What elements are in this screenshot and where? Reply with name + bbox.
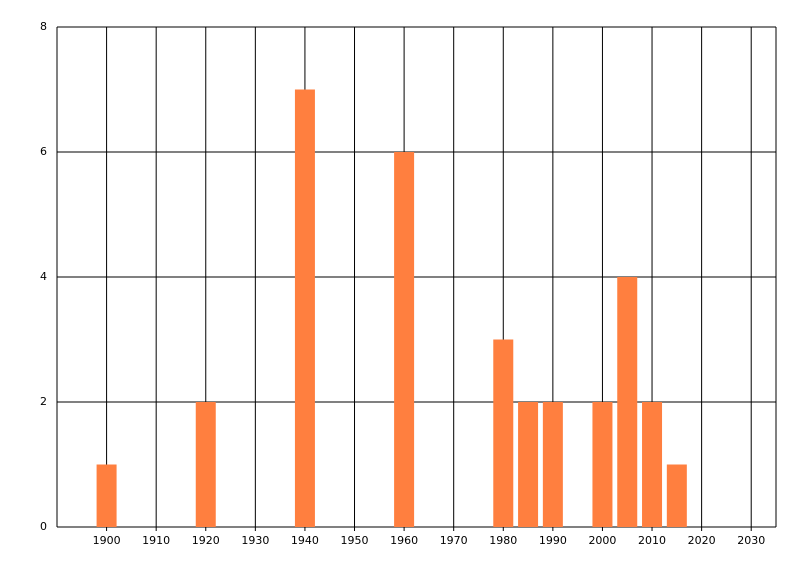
bar	[518, 402, 539, 527]
x-tick-label: 1980	[489, 534, 517, 547]
y-tick-label: 4	[40, 270, 47, 283]
y-tick-label: 0	[40, 520, 47, 533]
x-tick-label: 1930	[241, 534, 269, 547]
bar	[294, 89, 315, 527]
bar	[195, 402, 216, 527]
x-tick-label: 1990	[539, 534, 567, 547]
x-tick-label: 2000	[588, 534, 616, 547]
bar	[642, 402, 663, 527]
x-tick-label: 1940	[291, 534, 319, 547]
bar	[493, 339, 514, 527]
bar	[394, 152, 415, 527]
bar	[666, 464, 687, 527]
x-tick-label: 1960	[390, 534, 418, 547]
x-tick-label: 2020	[688, 534, 716, 547]
y-tick-label: 8	[40, 20, 47, 33]
bar	[592, 402, 613, 527]
y-tick-label: 2	[40, 395, 47, 408]
y-tick-label: 6	[40, 145, 47, 158]
bar	[617, 277, 638, 527]
x-tick-label: 1900	[93, 534, 121, 547]
x-tick-label: 2030	[737, 534, 765, 547]
x-tick-label: 1920	[192, 534, 220, 547]
x-tick-label: 1950	[341, 534, 369, 547]
bar	[96, 464, 117, 527]
bar	[542, 402, 563, 527]
x-tick-label: 2010	[638, 534, 666, 547]
x-tick-label: 1970	[440, 534, 468, 547]
x-tick-label: 1910	[142, 534, 170, 547]
